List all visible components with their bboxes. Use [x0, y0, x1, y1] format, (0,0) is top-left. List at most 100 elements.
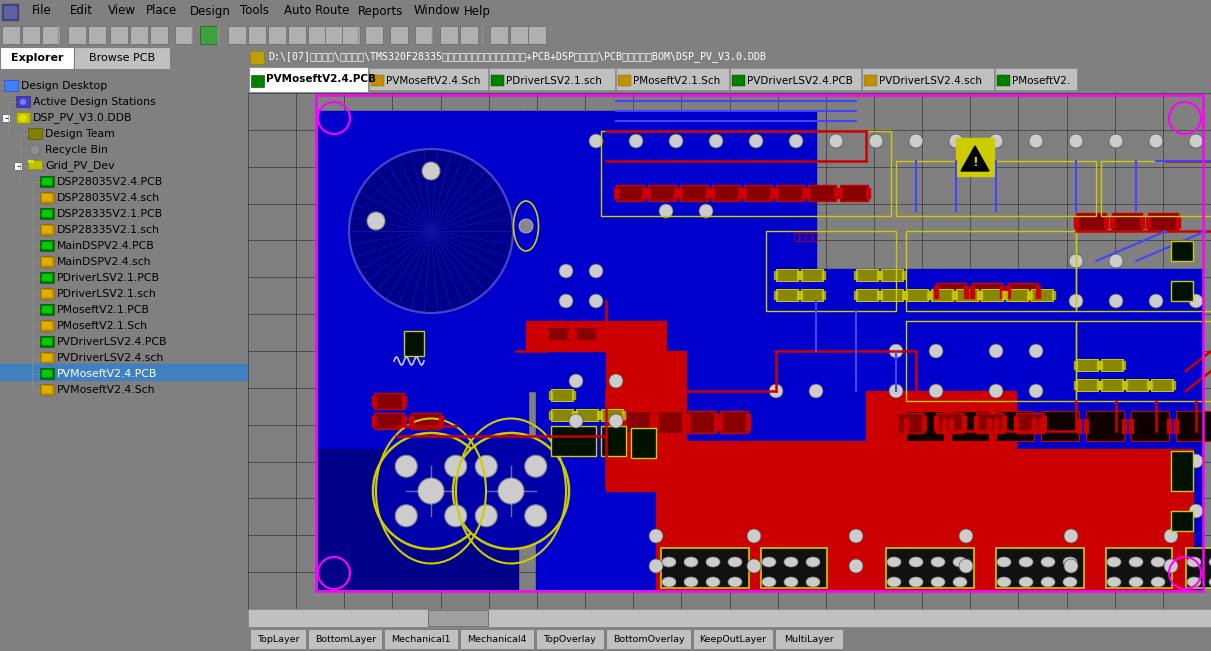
Bar — [1077, 321, 1211, 401]
Bar — [774, 291, 777, 299]
Bar — [995, 68, 1077, 90]
Bar — [549, 391, 552, 399]
Ellipse shape — [909, 557, 923, 567]
Circle shape — [349, 149, 513, 313]
Circle shape — [949, 134, 963, 148]
Bar — [404, 331, 424, 356]
Bar — [802, 188, 807, 198]
Bar — [42, 386, 52, 393]
Bar — [1176, 411, 1211, 441]
Bar — [88, 26, 107, 44]
Circle shape — [1149, 134, 1163, 148]
Ellipse shape — [953, 577, 968, 587]
Bar — [1186, 548, 1211, 588]
Bar — [1172, 381, 1175, 389]
Bar — [40, 256, 54, 267]
Circle shape — [959, 559, 972, 573]
Circle shape — [1189, 504, 1203, 518]
Bar — [962, 416, 966, 430]
Bar — [308, 26, 326, 44]
Bar — [770, 188, 774, 198]
Bar — [200, 26, 218, 44]
Text: BottomOverlay: BottomOverlay — [613, 635, 684, 643]
Bar — [1052, 291, 1055, 299]
Bar — [251, 75, 264, 87]
Circle shape — [367, 212, 385, 230]
Bar — [1150, 379, 1173, 391]
Ellipse shape — [706, 557, 721, 567]
Bar — [342, 26, 360, 44]
Bar — [42, 226, 52, 233]
Ellipse shape — [807, 557, 820, 567]
Bar — [718, 414, 722, 430]
Text: BottomLayer: BottomLayer — [315, 635, 375, 643]
Bar — [834, 188, 838, 198]
Bar — [16, 112, 30, 123]
Bar — [1176, 216, 1180, 228]
Bar — [40, 352, 54, 363]
Bar — [42, 306, 52, 313]
Bar — [22, 26, 40, 44]
Bar — [681, 185, 708, 201]
Ellipse shape — [807, 577, 820, 587]
Circle shape — [453, 433, 569, 549]
Ellipse shape — [1187, 577, 1201, 587]
Bar — [776, 185, 804, 201]
Bar — [596, 330, 599, 338]
Text: PDriverLSV2.1.sch: PDriverLSV2.1.sch — [506, 76, 602, 85]
Bar — [807, 188, 810, 198]
Bar — [15, 162, 22, 170]
Bar — [42, 210, 52, 217]
Text: TopLayer: TopLayer — [257, 635, 299, 643]
Bar — [200, 26, 218, 44]
Bar — [614, 188, 618, 198]
Ellipse shape — [662, 577, 676, 587]
Circle shape — [444, 455, 466, 477]
Bar — [440, 26, 458, 44]
Bar — [68, 26, 86, 44]
Bar — [1101, 161, 1211, 216]
Bar — [624, 411, 652, 433]
Bar — [526, 111, 816, 391]
Bar — [906, 231, 1077, 311]
Bar — [309, 629, 383, 649]
Bar — [42, 354, 52, 361]
Bar — [730, 68, 861, 90]
Bar — [40, 384, 54, 395]
Circle shape — [649, 559, 662, 573]
Bar — [936, 413, 964, 433]
Bar — [1008, 283, 1038, 301]
Text: MainDSPV2.4.sch: MainDSPV2.4.sch — [57, 257, 151, 267]
Text: DSP28335V2.1.PCB: DSP28335V2.1.PCB — [57, 209, 163, 219]
Bar — [774, 271, 777, 279]
Bar — [535, 629, 604, 649]
Circle shape — [1064, 529, 1078, 543]
Bar — [1110, 216, 1114, 228]
Circle shape — [524, 505, 546, 527]
Bar — [1077, 231, 1211, 311]
Ellipse shape — [706, 577, 721, 587]
Bar — [922, 416, 926, 430]
Bar — [642, 188, 645, 198]
Bar — [1101, 379, 1123, 391]
Bar — [528, 26, 546, 44]
Ellipse shape — [1129, 577, 1143, 587]
Bar — [742, 188, 746, 198]
Bar — [568, 330, 572, 338]
Ellipse shape — [886, 577, 901, 587]
Bar — [926, 291, 930, 299]
Bar — [1029, 291, 1032, 299]
Bar — [546, 327, 570, 341]
Bar — [427, 610, 488, 626]
Text: PDriverLSV2.1.sch: PDriverLSV2.1.sch — [57, 289, 156, 299]
Ellipse shape — [684, 557, 698, 567]
Circle shape — [520, 219, 533, 233]
Text: MultiLayer: MultiLayer — [784, 635, 833, 643]
Bar — [1086, 411, 1124, 441]
Bar — [1171, 451, 1193, 491]
Text: !: ! — [972, 156, 977, 169]
Circle shape — [589, 134, 603, 148]
Text: Mechanical1: Mechanical1 — [391, 635, 450, 643]
Circle shape — [1109, 254, 1123, 268]
Bar — [678, 188, 682, 198]
